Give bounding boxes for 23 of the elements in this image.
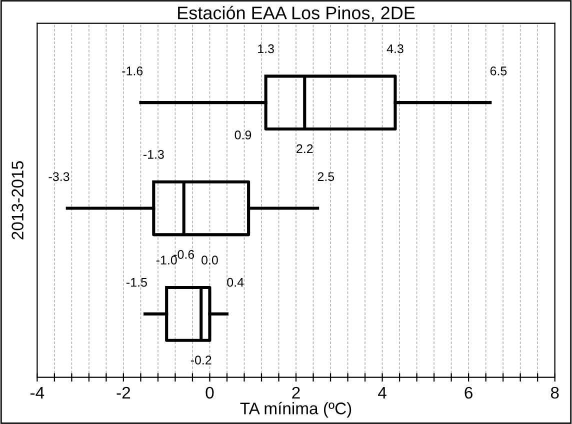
x-tick-label: -2 [116, 386, 130, 398]
x-tick-label: 2 [292, 386, 300, 398]
x-tick-label: 6 [464, 386, 472, 399]
x-axis-title: TA mínima (ºC) [240, 402, 352, 418]
x-tick-label: -4 [30, 387, 44, 398]
x-tick-label: 8 [550, 386, 559, 399]
text: 2.2 [296, 144, 313, 154]
text: 6.5 [490, 66, 507, 76]
text: -1.6 [122, 66, 143, 76]
x-tick-label: 0 [206, 386, 214, 399]
text: 0.4 [227, 278, 244, 287]
text: 1.3 [258, 44, 274, 54]
text: -1.3 [143, 150, 164, 159]
text: 0.9 [234, 130, 252, 140]
text: -0.2 [190, 356, 212, 365]
text: 4.3 [386, 44, 404, 54]
x-tick-label: 4 [378, 387, 386, 398]
text: 2.5 [318, 172, 334, 182]
text: -1.5 [126, 278, 147, 287]
chart-title: Estación EAA Los Pinos, 2DE [178, 6, 415, 22]
text: 0.0 [202, 256, 218, 265]
y-axis-title: 2013-2015 [12, 161, 24, 240]
text: -3.3 [48, 172, 70, 182]
